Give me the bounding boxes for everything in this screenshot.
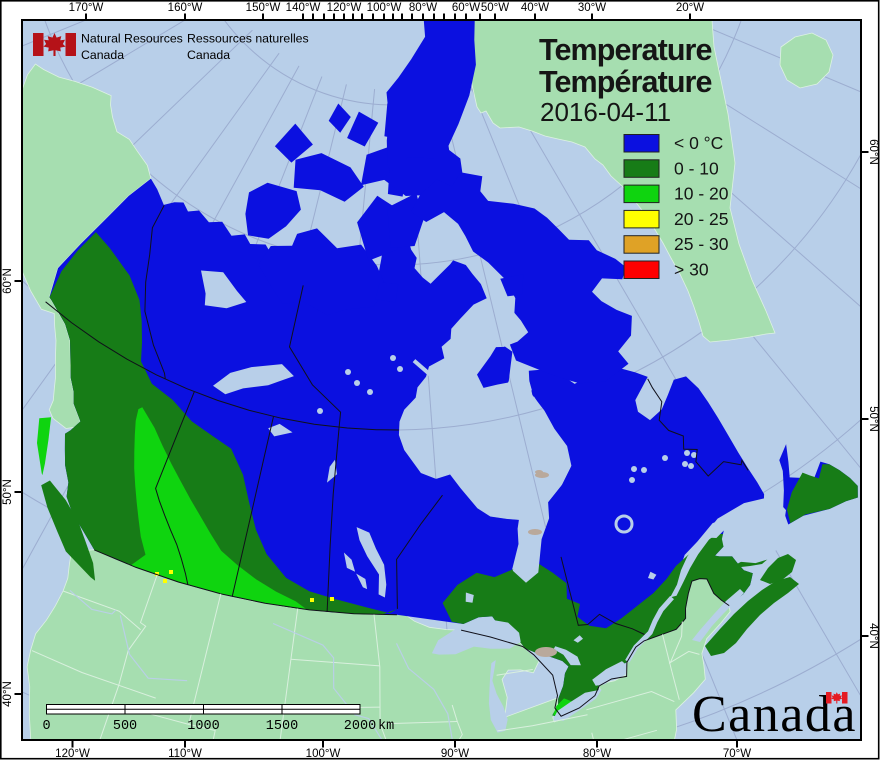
svg-text:2016-04-11: 2016-04-11 [540,97,671,127]
svg-text:500: 500 [113,719,137,734]
svg-text:160°W: 160°W [168,2,203,14]
svg-text:Canada: Canada [81,48,124,62]
svg-text:140°W: 140°W [286,2,321,14]
svg-text:50°N: 50°N [2,479,14,505]
svg-text:90°W: 90°W [441,748,469,760]
svg-text:Ressources naturelles: Ressources naturelles [187,32,309,46]
svg-text:120°W: 120°W [55,748,90,760]
svg-text:40°N: 40°N [867,623,879,649]
svg-text:Canada: Canada [692,686,857,743]
svg-text:80°W: 80°W [583,748,611,760]
svg-text:100°W: 100°W [306,748,341,760]
svg-text:1000: 1000 [187,719,219,734]
svg-text:80°W: 80°W [409,2,437,14]
svg-text:Natural Resources: Natural Resources [81,32,183,46]
svg-text:100°W: 100°W [367,2,402,14]
svg-text:2000: 2000 [344,719,376,734]
svg-text:> 30: > 30 [674,260,709,280]
svg-text:70°W: 70°W [723,748,751,760]
svg-text:Température: Température [539,65,712,99]
svg-text:40°W: 40°W [521,2,549,14]
svg-text:120°W: 120°W [327,2,362,14]
svg-text:0 - 10: 0 - 10 [674,158,719,178]
svg-text:25 - 30: 25 - 30 [674,234,729,254]
svg-text:170°W: 170°W [69,2,104,14]
svg-text:60°W: 60°W [452,2,480,14]
svg-text:1500: 1500 [266,719,298,734]
svg-text:110°W: 110°W [168,748,202,760]
svg-text:60°N: 60°N [2,268,14,294]
svg-text:0: 0 [42,719,50,734]
svg-text:40°N: 40°N [2,681,14,707]
svg-text:< 0 °C: < 0 °C [674,133,723,153]
svg-text:20°W: 20°W [676,2,704,14]
svg-text:60°N: 60°N [867,139,879,165]
svg-text:50°W: 50°W [481,2,509,14]
svg-text:km: km [378,719,394,734]
svg-text:Temperature: Temperature [539,33,712,67]
svg-text:30°W: 30°W [578,2,606,14]
svg-text:10 - 20: 10 - 20 [674,184,729,204]
svg-text:20 - 25: 20 - 25 [674,209,728,229]
svg-text:150°W: 150°W [246,2,281,14]
svg-text:Canada: Canada [187,48,230,62]
svg-text:50°N: 50°N [867,406,879,432]
